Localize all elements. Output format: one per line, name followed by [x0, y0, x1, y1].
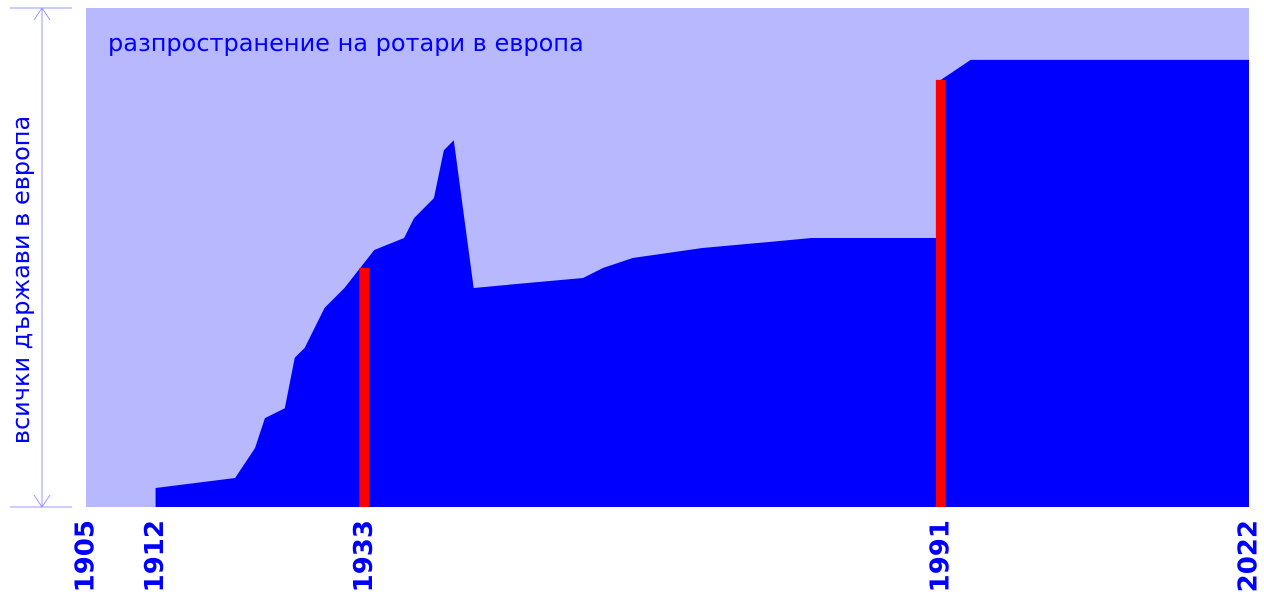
- chart-title: разпространение на ротари в европа: [108, 29, 584, 57]
- x-tick-label: 1991: [925, 520, 955, 592]
- area: [155, 59, 1250, 508]
- y-axis-label: всички държави в европа: [7, 116, 35, 444]
- x-tick-label: 1905: [71, 520, 101, 592]
- x-tick-label: 2022: [1234, 520, 1264, 592]
- y-axis-arrow: [10, 7, 72, 508]
- x-tick-label: 1933: [349, 520, 379, 592]
- x-tick-label: 1912: [140, 520, 170, 592]
- marker-bar: [359, 267, 370, 507]
- marker-bar: [935, 79, 946, 507]
